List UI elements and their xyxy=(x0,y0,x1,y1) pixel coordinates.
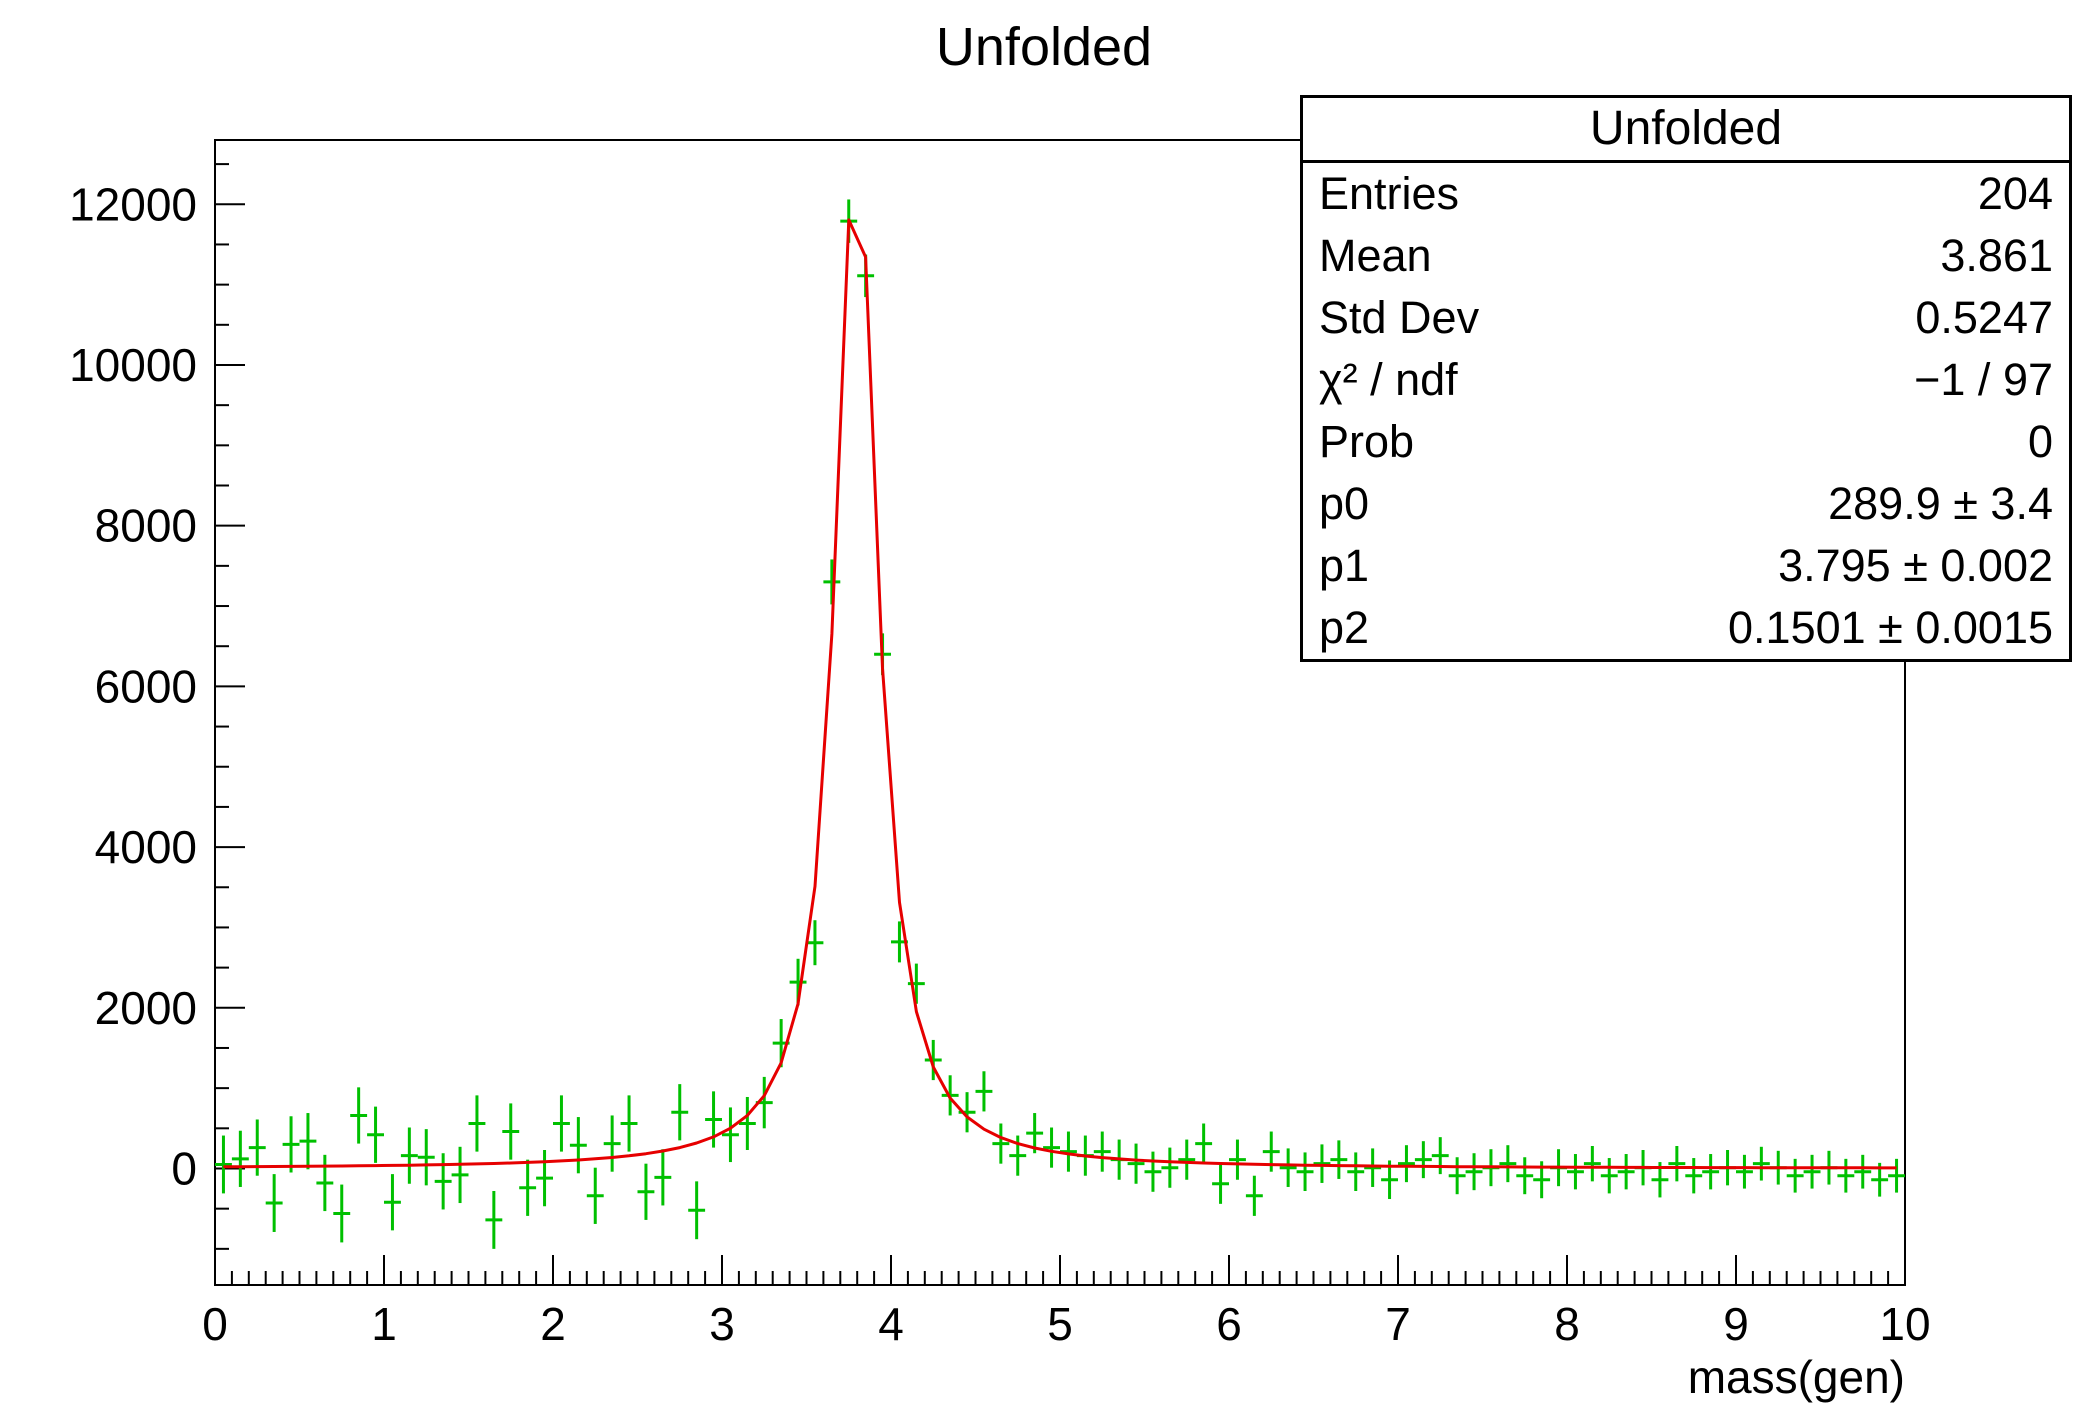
x-tick-label: 3 xyxy=(709,1298,735,1350)
stat-row: p1 3.795 ± 0.002 xyxy=(1303,535,2069,597)
stat-value: −1 / 97 xyxy=(1914,354,2053,405)
stat-row: Std Dev 0.5247 xyxy=(1303,287,2069,349)
y-tick-label: 0 xyxy=(171,1142,197,1194)
y-axis-ticks xyxy=(215,163,245,1250)
stats-box: Unfolded Entries 204 Mean 3.861 Std Dev 0.524… xyxy=(1300,95,2072,662)
stat-row: Prob 0 xyxy=(1303,411,2069,473)
stat-value: 0.5247 xyxy=(1915,292,2053,343)
y-tick-label: 6000 xyxy=(95,660,197,712)
x-tick-label: 2 xyxy=(540,1298,566,1350)
stat-row: Entries 204 xyxy=(1303,163,2069,225)
stat-value: 3.795 ± 0.002 xyxy=(1778,540,2053,591)
x-tick-label: 10 xyxy=(1879,1298,1930,1350)
y-tick-label: 12000 xyxy=(69,178,197,230)
stats-title: Unfolded xyxy=(1303,98,2069,163)
stats-rows: Entries 204 Mean 3.861 Std Dev 0.5247 χ² / ndf… xyxy=(1303,163,2069,659)
stat-value: 204 xyxy=(1977,168,2053,219)
stat-label: p0 xyxy=(1319,478,1370,529)
x-axis-title: mass(gen) xyxy=(1687,1351,1905,1403)
stat-value: 0.1501 ± 0.0015 xyxy=(1728,602,2053,653)
stat-label: Prob xyxy=(1319,416,1415,467)
stat-label: p2 xyxy=(1319,602,1370,653)
stat-row: Mean 3.861 xyxy=(1303,225,2069,287)
stat-label: Entries xyxy=(1319,168,1460,219)
stat-label: Std Dev xyxy=(1319,292,1480,343)
stat-label: p1 xyxy=(1319,540,1370,591)
x-tick-label: 8 xyxy=(1554,1298,1580,1350)
x-tick-label: 6 xyxy=(1216,1298,1242,1350)
fit-curve xyxy=(223,218,1897,1170)
y-tick-label: 8000 xyxy=(95,500,197,552)
x-tick-label: 0 xyxy=(202,1298,228,1350)
stat-value: 0 xyxy=(2027,416,2053,467)
stat-label: χ² / ndf xyxy=(1319,354,1458,405)
x-tick-label: 5 xyxy=(1047,1298,1073,1350)
x-tick-label: 4 xyxy=(878,1298,904,1350)
chart-title: Unfolded xyxy=(935,17,1153,77)
data-points xyxy=(215,199,1905,1249)
y-tick-label: 4000 xyxy=(95,821,197,873)
x-tick-label: 7 xyxy=(1385,1298,1411,1350)
stat-row: p0 289.9 ± 3.4 xyxy=(1303,473,2069,535)
stat-value: 289.9 ± 3.4 xyxy=(1828,478,2053,529)
y-tick-labels: 0 2000 4000 6000 8000 10000 12000 xyxy=(69,178,197,1194)
x-tick-label: 9 xyxy=(1723,1298,1749,1350)
y-tick-label: 2000 xyxy=(95,982,197,1034)
stat-label: Mean xyxy=(1319,230,1432,281)
stat-value: 3.861 xyxy=(1940,230,2053,281)
stat-row: p2 0.1501 ± 0.0015 xyxy=(1303,597,2069,659)
x-axis-ticks xyxy=(214,1255,1906,1285)
stat-row: χ² / ndf −1 / 97 xyxy=(1303,349,2069,411)
x-tick-label: 1 xyxy=(371,1298,397,1350)
x-tick-labels: 0 1 2 3 4 5 6 7 8 9 10 xyxy=(202,1298,1930,1350)
y-tick-label: 10000 xyxy=(69,339,197,391)
